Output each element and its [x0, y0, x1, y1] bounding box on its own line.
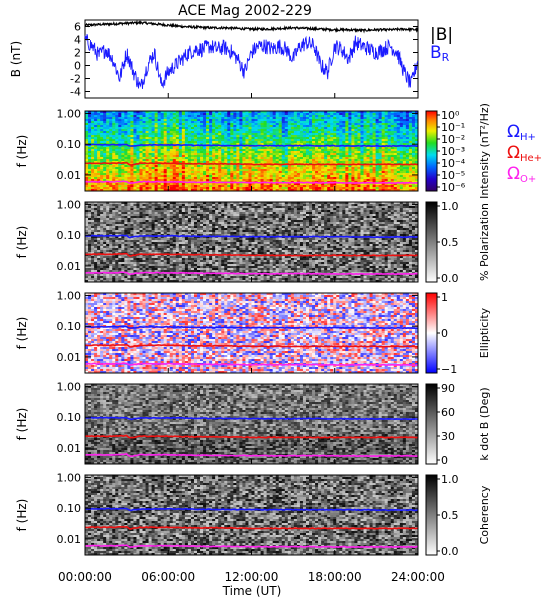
y-tick-label: -4	[70, 86, 81, 99]
y-tick-label: 0	[74, 60, 81, 73]
y-axis-label: f (Hz)	[15, 135, 29, 168]
panel-spectrogram-1: 1.000.100.01f (Hz)10⁰10⁻¹10⁻²10⁻³10⁻⁴10⁻…	[15, 103, 491, 199]
colorbar-tick-label: 10⁻⁶	[441, 181, 466, 194]
y-tick-label: 0.01	[57, 169, 82, 182]
panel-spectrogram-2: 1.000.100.01f (Hz)1.00.50.0% Polarizatio…	[15, 198, 491, 285]
colorbar	[426, 111, 437, 191]
legend-absb: |B|	[430, 25, 453, 45]
y-tick-label: 2	[74, 47, 81, 60]
y-tick-label: 0.10	[57, 138, 82, 151]
legend-br: BR	[430, 43, 450, 64]
y-tick-label: -2	[70, 73, 81, 86]
chart-title: ACE Mag 2002-229	[178, 3, 312, 19]
y-tick-label: 4	[74, 34, 81, 47]
colorbar-label: Intensity (nT²/Hz)	[478, 103, 491, 199]
legend-br-sub: R	[442, 51, 450, 64]
heatmap-cells	[85, 202, 418, 282]
y-tick-label: 1.00	[57, 107, 82, 120]
legend-br-main: B	[430, 43, 442, 63]
spectrogram-panels: 1.000.100.01f (Hz)10⁰10⁻¹10⁻²10⁻³10⁻⁴10⁻…	[15, 103, 491, 558]
y-axis-label: B (nT)	[9, 41, 23, 77]
heatmap-cells	[85, 111, 418, 191]
plot-frame	[85, 20, 418, 98]
y-tick-label: 6	[74, 21, 81, 34]
